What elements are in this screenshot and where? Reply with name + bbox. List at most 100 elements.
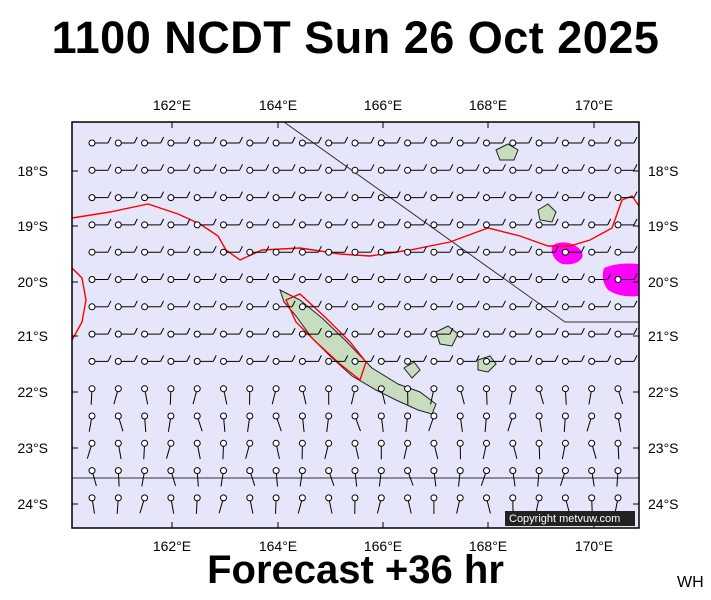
wind-barb	[456, 385, 465, 405]
lat-tick-label-left: 24°S	[17, 496, 48, 512]
wind-barb	[272, 191, 296, 202]
wind-barb	[614, 300, 638, 311]
wind-barb	[167, 467, 177, 487]
wind-barb	[561, 191, 585, 202]
wind-barb	[561, 385, 569, 405]
wind-barb	[483, 494, 491, 514]
wind-barb	[218, 494, 227, 514]
wind-barb	[220, 327, 243, 338]
wind-barb	[325, 494, 333, 514]
wind-barb	[246, 273, 270, 283]
wind-barb	[141, 327, 165, 338]
wind-barb	[428, 412, 438, 432]
wind-barb	[141, 467, 149, 487]
wind-barb	[193, 245, 217, 256]
wind-barb	[351, 136, 375, 147]
wind-barb	[141, 164, 165, 174]
wind-barb	[88, 467, 97, 487]
wind-barb	[561, 355, 585, 365]
lat-tick-label-left: 18°S	[17, 163, 48, 179]
wind-barb	[325, 300, 349, 311]
wind-barb	[298, 412, 306, 432]
wind-barb	[430, 355, 454, 365]
wind-barb	[588, 164, 612, 174]
wind-barb	[167, 327, 191, 338]
wind-barb	[220, 136, 243, 147]
contour-west	[71, 267, 87, 341]
wind-barb	[325, 385, 333, 405]
wind-barb	[88, 412, 96, 432]
wind-barb	[509, 467, 517, 487]
wind-barb	[404, 191, 428, 202]
contour-around-island	[285, 293, 367, 382]
wind-barb	[297, 494, 306, 514]
wind-barb	[483, 355, 506, 365]
wind-barb	[456, 494, 464, 514]
wind-barb	[351, 467, 359, 487]
wind-barb	[246, 218, 270, 229]
wind-barb	[535, 439, 543, 460]
wind-barb	[509, 218, 533, 229]
wind-barb	[88, 245, 112, 256]
wind-barb	[456, 412, 464, 432]
wind-barb	[245, 439, 254, 459]
wind-barb	[88, 273, 112, 283]
wind-barb	[351, 439, 360, 460]
wind-barb	[483, 327, 506, 338]
wind-barb	[272, 494, 280, 514]
wind-barb	[614, 385, 624, 405]
wind-barb	[114, 412, 124, 432]
wind-barb	[114, 218, 138, 229]
wind-barb	[351, 245, 375, 256]
wind-barb	[167, 164, 191, 174]
wind-barb	[351, 355, 375, 365]
wind-barb	[535, 245, 559, 256]
wind-barb	[561, 300, 585, 311]
wind-barb	[561, 494, 571, 514]
wind-barb	[114, 494, 122, 514]
wind-barb	[404, 245, 428, 256]
lon-tick-label-top: 166°E	[364, 97, 402, 113]
wind-barb	[404, 494, 412, 514]
wind-barb	[167, 385, 175, 405]
wind-barb	[114, 273, 138, 283]
wind-barb	[404, 467, 414, 486]
wind-barb	[588, 467, 596, 487]
wind-barb	[456, 164, 480, 174]
wind-barb	[404, 218, 428, 229]
wind-barb	[272, 412, 282, 432]
wind-barb	[483, 191, 506, 202]
wind-barb	[614, 412, 622, 432]
wind-barb	[430, 385, 438, 405]
wind-barb	[272, 467, 280, 487]
island-lifou	[435, 325, 459, 347]
wind-barb	[509, 385, 517, 405]
wind-barb	[535, 494, 543, 514]
wind-barb	[351, 412, 361, 432]
wind-barb	[483, 385, 490, 405]
ocean-area	[72, 122, 639, 528]
wind-barb	[509, 136, 533, 147]
wind-barb	[509, 355, 533, 365]
wind-barb	[298, 245, 322, 256]
wind-barb	[483, 136, 506, 147]
wind-barb	[193, 300, 217, 311]
wind-barb	[456, 245, 480, 256]
islands	[279, 143, 557, 415]
wind-barb	[141, 273, 165, 283]
wind-barb	[167, 494, 175, 514]
wind-barb	[483, 245, 506, 256]
wind-barb	[220, 273, 243, 283]
lat-tick-label-right: 21°S	[648, 328, 679, 344]
wind-barb	[88, 218, 112, 229]
wind-barb	[298, 439, 306, 460]
wind-barb	[166, 439, 175, 459]
wind-barb	[377, 439, 385, 460]
lon-tick-label-bottom: 168°E	[469, 538, 507, 554]
wind-barb	[193, 218, 217, 229]
island-north-vanuatu	[537, 203, 557, 223]
wind-barb	[139, 494, 149, 514]
wind-barb	[167, 218, 191, 229]
wind-barb	[377, 164, 401, 174]
